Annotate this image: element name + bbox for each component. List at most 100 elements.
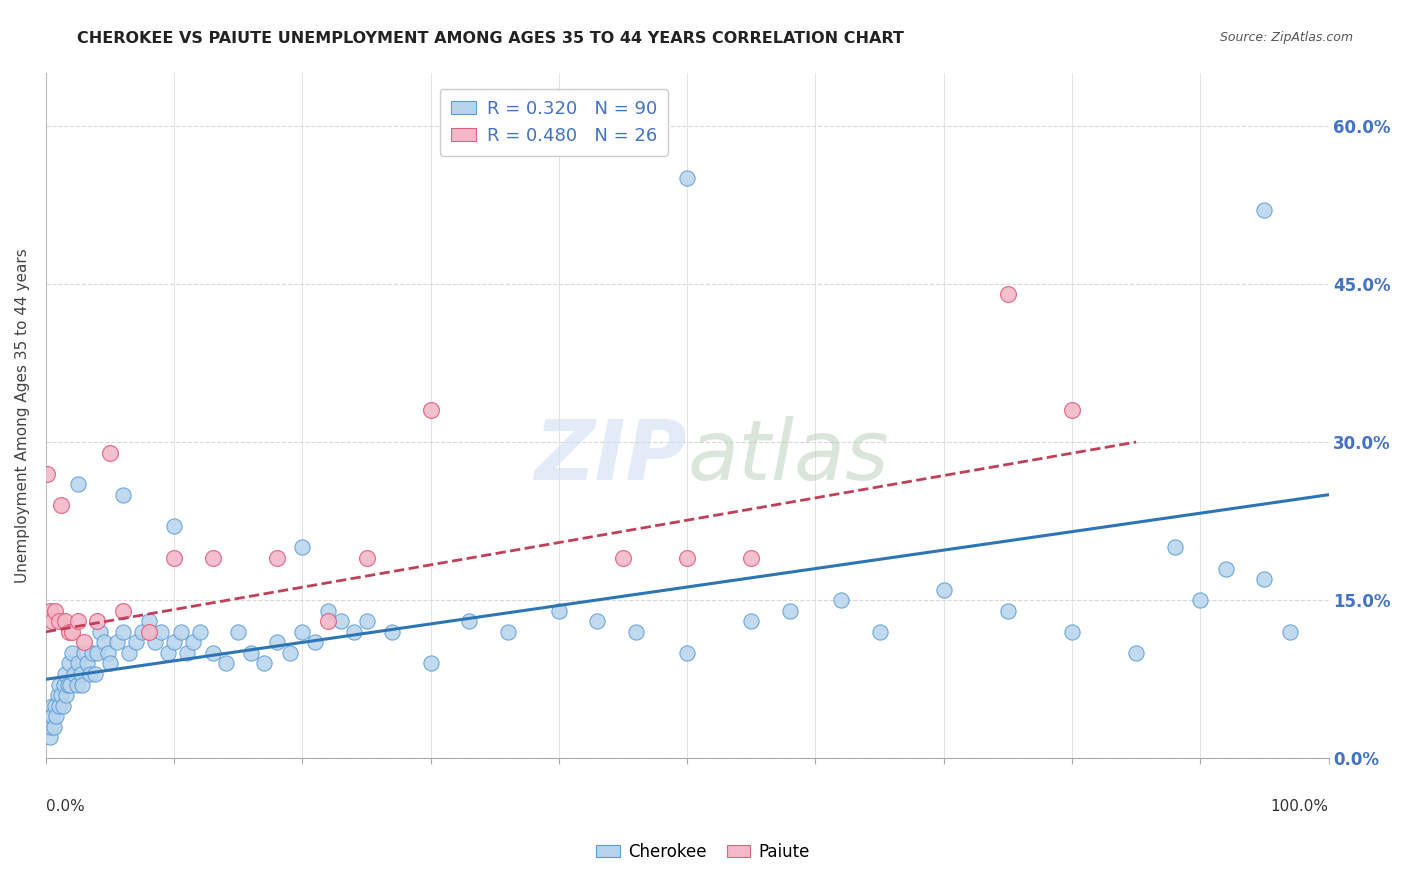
Point — [138, 624, 160, 639]
Legend: Cherokee, Paiute: Cherokee, Paiute — [589, 837, 817, 868]
Point — [253, 657, 276, 671]
Point — [548, 604, 571, 618]
Point — [1253, 202, 1275, 217]
Y-axis label: Unemployment Among Ages 35 to 44 years: Unemployment Among Ages 35 to 44 years — [15, 248, 30, 583]
Point — [83, 667, 105, 681]
Point — [41, 698, 63, 713]
Point — [612, 551, 634, 566]
Point — [624, 624, 647, 639]
Point — [46, 688, 69, 702]
Point — [266, 551, 288, 566]
Point — [93, 635, 115, 649]
Point — [1125, 646, 1147, 660]
Text: 100.0%: 100.0% — [1271, 799, 1329, 814]
Point — [163, 519, 186, 533]
Point — [59, 677, 82, 691]
Point — [138, 614, 160, 628]
Point — [53, 667, 76, 681]
Point — [41, 709, 63, 723]
Point — [51, 498, 73, 512]
Point — [932, 582, 955, 597]
Point — [1189, 593, 1212, 607]
Point — [38, 709, 60, 723]
Point — [188, 624, 211, 639]
Legend: R = 0.320   N = 90, R = 0.480   N = 26: R = 0.320 N = 90, R = 0.480 N = 26 — [440, 89, 668, 155]
Point — [214, 657, 236, 671]
Point — [316, 614, 339, 628]
Point — [37, 720, 59, 734]
Point — [266, 635, 288, 649]
Point — [45, 709, 67, 723]
Point — [150, 624, 173, 639]
Text: atlas: atlas — [688, 417, 889, 497]
Point — [86, 614, 108, 628]
Point — [356, 614, 378, 628]
Point — [676, 646, 699, 660]
Point — [86, 646, 108, 660]
Point — [201, 551, 224, 566]
Point — [1215, 561, 1237, 575]
Point — [304, 635, 326, 649]
Point — [278, 646, 301, 660]
Text: Source: ZipAtlas.com: Source: ZipAtlas.com — [1219, 31, 1353, 45]
Point — [316, 604, 339, 618]
Point — [39, 720, 62, 734]
Point — [42, 720, 65, 734]
Point — [38, 731, 60, 745]
Point — [125, 635, 148, 649]
Point — [37, 467, 59, 481]
Point — [869, 624, 891, 639]
Point — [82, 646, 104, 660]
Point — [58, 624, 80, 639]
Point — [419, 657, 441, 671]
Point — [356, 551, 378, 566]
Point — [419, 403, 441, 417]
Point — [496, 624, 519, 639]
Point — [105, 635, 128, 649]
Point — [997, 287, 1019, 301]
Point — [330, 614, 353, 628]
Point — [343, 624, 366, 639]
Point — [201, 646, 224, 660]
Point — [58, 657, 80, 671]
Point — [1163, 541, 1185, 555]
Point — [111, 604, 134, 618]
Point — [44, 698, 66, 713]
Point — [52, 677, 75, 691]
Point — [1060, 403, 1083, 417]
Point — [63, 667, 86, 681]
Point — [156, 646, 179, 660]
Point — [73, 635, 96, 649]
Point — [69, 667, 91, 681]
Point — [1060, 624, 1083, 639]
Point — [740, 614, 762, 628]
Point — [67, 477, 90, 491]
Point — [60, 624, 83, 639]
Point — [240, 646, 263, 660]
Point — [41, 614, 63, 628]
Point — [183, 635, 205, 649]
Point — [586, 614, 609, 628]
Point — [51, 688, 73, 702]
Point — [70, 677, 93, 691]
Point — [997, 604, 1019, 618]
Point — [163, 551, 186, 566]
Point — [73, 646, 96, 660]
Point — [291, 541, 314, 555]
Point — [89, 624, 111, 639]
Point — [111, 488, 134, 502]
Point — [66, 677, 89, 691]
Point — [56, 677, 79, 691]
Point — [176, 646, 198, 660]
Text: ZIP: ZIP — [534, 417, 688, 497]
Point — [48, 614, 70, 628]
Point — [143, 635, 166, 649]
Point — [67, 614, 90, 628]
Point — [676, 551, 699, 566]
Point — [169, 624, 191, 639]
Point — [111, 624, 134, 639]
Point — [53, 614, 76, 628]
Point — [48, 677, 70, 691]
Point — [458, 614, 481, 628]
Point — [48, 698, 70, 713]
